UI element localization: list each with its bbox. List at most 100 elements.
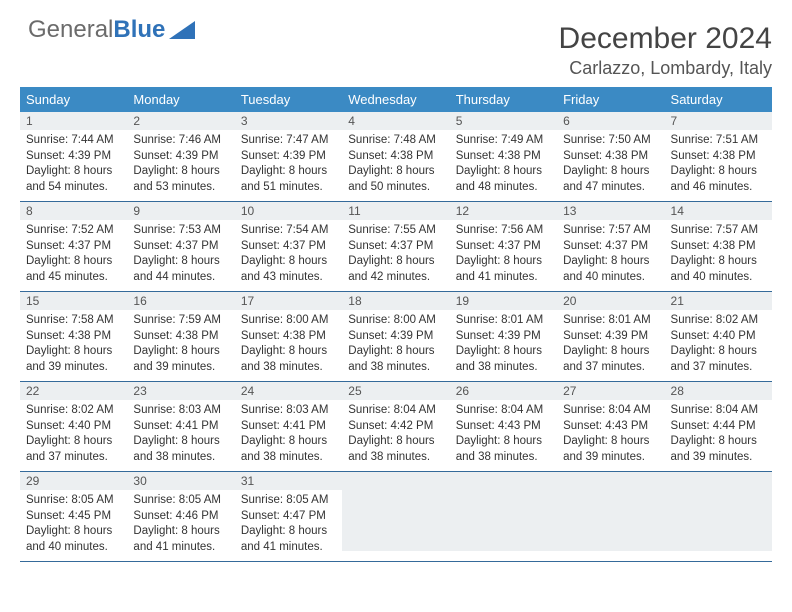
- calendar-day: 21Sunrise: 8:02 AMSunset: 4:40 PMDayligh…: [665, 292, 772, 382]
- day-details: Sunrise: 8:02 AMSunset: 4:40 PMDaylight:…: [665, 310, 772, 381]
- day-number: 11: [342, 202, 449, 220]
- calendar-day: 27Sunrise: 8:04 AMSunset: 4:43 PMDayligh…: [557, 382, 664, 472]
- calendar-day: 19Sunrise: 8:01 AMSunset: 4:39 PMDayligh…: [450, 292, 557, 382]
- day-d1: Daylight: 8 hours: [563, 164, 658, 180]
- day-number: 23: [127, 382, 234, 400]
- day-d2: and 46 minutes.: [671, 180, 766, 196]
- day-d1: Daylight: 8 hours: [563, 434, 658, 450]
- calendar-day: 22Sunrise: 8:02 AMSunset: 4:40 PMDayligh…: [20, 382, 127, 472]
- day-details: Sunrise: 7:47 AMSunset: 4:39 PMDaylight:…: [235, 130, 342, 201]
- day-details: Sunrise: 8:05 AMSunset: 4:45 PMDaylight:…: [20, 490, 127, 561]
- day-details: Sunrise: 7:57 AMSunset: 4:38 PMDaylight:…: [665, 220, 772, 291]
- day-d2: and 40 minutes.: [563, 270, 658, 286]
- day-ss: Sunset: 4:40 PM: [671, 329, 766, 345]
- day-d2: and 39 minutes.: [26, 360, 121, 376]
- day-sr: Sunrise: 7:47 AM: [241, 133, 336, 149]
- day-ss: Sunset: 4:38 PM: [26, 329, 121, 345]
- day-d1: Daylight: 8 hours: [241, 344, 336, 360]
- day-details: Sunrise: 7:53 AMSunset: 4:37 PMDaylight:…: [127, 220, 234, 291]
- day-number: 31: [235, 472, 342, 490]
- day-number: 10: [235, 202, 342, 220]
- day-number: 3: [235, 112, 342, 130]
- day-ss: Sunset: 4:38 PM: [671, 239, 766, 255]
- calendar-week: 8Sunrise: 7:52 AMSunset: 4:37 PMDaylight…: [20, 202, 772, 292]
- day-number: 26: [450, 382, 557, 400]
- day-d2: and 40 minutes.: [26, 540, 121, 556]
- calendar-day: 8Sunrise: 7:52 AMSunset: 4:37 PMDaylight…: [20, 202, 127, 292]
- day-number: 17: [235, 292, 342, 310]
- day-d2: and 43 minutes.: [241, 270, 336, 286]
- day-number: 13: [557, 202, 664, 220]
- day-d1: Daylight: 8 hours: [671, 344, 766, 360]
- day-number: 5: [450, 112, 557, 130]
- day-details: Sunrise: 7:46 AMSunset: 4:39 PMDaylight:…: [127, 130, 234, 201]
- calendar-day: 14Sunrise: 7:57 AMSunset: 4:38 PMDayligh…: [665, 202, 772, 292]
- brand-part1: General: [28, 16, 113, 44]
- day-ss: Sunset: 4:45 PM: [26, 509, 121, 525]
- day-ss: Sunset: 4:37 PM: [456, 239, 551, 255]
- day-sr: Sunrise: 8:01 AM: [456, 313, 551, 329]
- day-details: Sunrise: 7:56 AMSunset: 4:37 PMDaylight:…: [450, 220, 557, 291]
- calendar-week: 15Sunrise: 7:58 AMSunset: 4:38 PMDayligh…: [20, 292, 772, 382]
- day-details: Sunrise: 7:54 AMSunset: 4:37 PMDaylight:…: [235, 220, 342, 291]
- day-d1: Daylight: 8 hours: [456, 254, 551, 270]
- day-d2: and 37 minutes.: [671, 360, 766, 376]
- day-d1: Daylight: 8 hours: [26, 164, 121, 180]
- day-details: Sunrise: 8:01 AMSunset: 4:39 PMDaylight:…: [450, 310, 557, 381]
- calendar-day: [450, 472, 557, 562]
- day-d1: Daylight: 8 hours: [563, 254, 658, 270]
- day-d1: Daylight: 8 hours: [133, 344, 228, 360]
- day-ss: Sunset: 4:37 PM: [241, 239, 336, 255]
- day-d1: Daylight: 8 hours: [671, 254, 766, 270]
- calendar-day: 28Sunrise: 8:04 AMSunset: 4:44 PMDayligh…: [665, 382, 772, 472]
- day-sr: Sunrise: 8:01 AM: [563, 313, 658, 329]
- day-ss: Sunset: 4:41 PM: [133, 419, 228, 435]
- day-sr: Sunrise: 8:03 AM: [241, 403, 336, 419]
- day-ss: Sunset: 4:43 PM: [563, 419, 658, 435]
- day-d1: Daylight: 8 hours: [241, 254, 336, 270]
- day-number: 20: [557, 292, 664, 310]
- day-number: 28: [665, 382, 772, 400]
- calendar-day: 1Sunrise: 7:44 AMSunset: 4:39 PMDaylight…: [20, 112, 127, 202]
- page-subtitle: Carlazzo, Lombardy, Italy: [20, 58, 772, 79]
- day-number: 14: [665, 202, 772, 220]
- day-sr: Sunrise: 7:52 AM: [26, 223, 121, 239]
- day-sr: Sunrise: 8:02 AM: [26, 403, 121, 419]
- day-d2: and 39 minutes.: [133, 360, 228, 376]
- day-sr: Sunrise: 7:49 AM: [456, 133, 551, 149]
- day-sr: Sunrise: 7:57 AM: [671, 223, 766, 239]
- day-d2: and 39 minutes.: [563, 450, 658, 466]
- day-sr: Sunrise: 7:58 AM: [26, 313, 121, 329]
- day-d2: and 40 minutes.: [671, 270, 766, 286]
- day-sr: Sunrise: 7:57 AM: [563, 223, 658, 239]
- day-d2: and 51 minutes.: [241, 180, 336, 196]
- day-details: Sunrise: 8:04 AMSunset: 4:44 PMDaylight:…: [665, 400, 772, 471]
- day-d1: Daylight: 8 hours: [348, 344, 443, 360]
- day-ss: Sunset: 4:39 PM: [26, 149, 121, 165]
- day-d1: Daylight: 8 hours: [563, 344, 658, 360]
- day-d1: Daylight: 8 hours: [456, 344, 551, 360]
- weekday-header: Monday: [127, 87, 234, 112]
- day-d2: and 38 minutes.: [348, 450, 443, 466]
- calendar-day: 7Sunrise: 7:51 AMSunset: 4:38 PMDaylight…: [665, 112, 772, 202]
- calendar-day: 6Sunrise: 7:50 AMSunset: 4:38 PMDaylight…: [557, 112, 664, 202]
- day-d2: and 38 minutes.: [241, 450, 336, 466]
- calendar-day: 26Sunrise: 8:04 AMSunset: 4:43 PMDayligh…: [450, 382, 557, 472]
- calendar-day: 11Sunrise: 7:55 AMSunset: 4:37 PMDayligh…: [342, 202, 449, 292]
- day-details: Sunrise: 8:05 AMSunset: 4:46 PMDaylight:…: [127, 490, 234, 561]
- day-ss: Sunset: 4:39 PM: [456, 329, 551, 345]
- day-ss: Sunset: 4:39 PM: [563, 329, 658, 345]
- day-d1: Daylight: 8 hours: [241, 434, 336, 450]
- day-d2: and 41 minutes.: [456, 270, 551, 286]
- day-ss: Sunset: 4:37 PM: [133, 239, 228, 255]
- day-number: 30: [127, 472, 234, 490]
- day-d1: Daylight: 8 hours: [26, 434, 121, 450]
- day-sr: Sunrise: 7:55 AM: [348, 223, 443, 239]
- day-details: Sunrise: 8:00 AMSunset: 4:39 PMDaylight:…: [342, 310, 449, 381]
- day-details: Sunrise: 8:03 AMSunset: 4:41 PMDaylight:…: [127, 400, 234, 471]
- day-d2: and 39 minutes.: [671, 450, 766, 466]
- day-details: Sunrise: 8:04 AMSunset: 4:42 PMDaylight:…: [342, 400, 449, 471]
- brand-triangle-icon: [169, 21, 195, 39]
- calendar-day: 9Sunrise: 7:53 AMSunset: 4:37 PMDaylight…: [127, 202, 234, 292]
- calendar-day: [342, 472, 449, 562]
